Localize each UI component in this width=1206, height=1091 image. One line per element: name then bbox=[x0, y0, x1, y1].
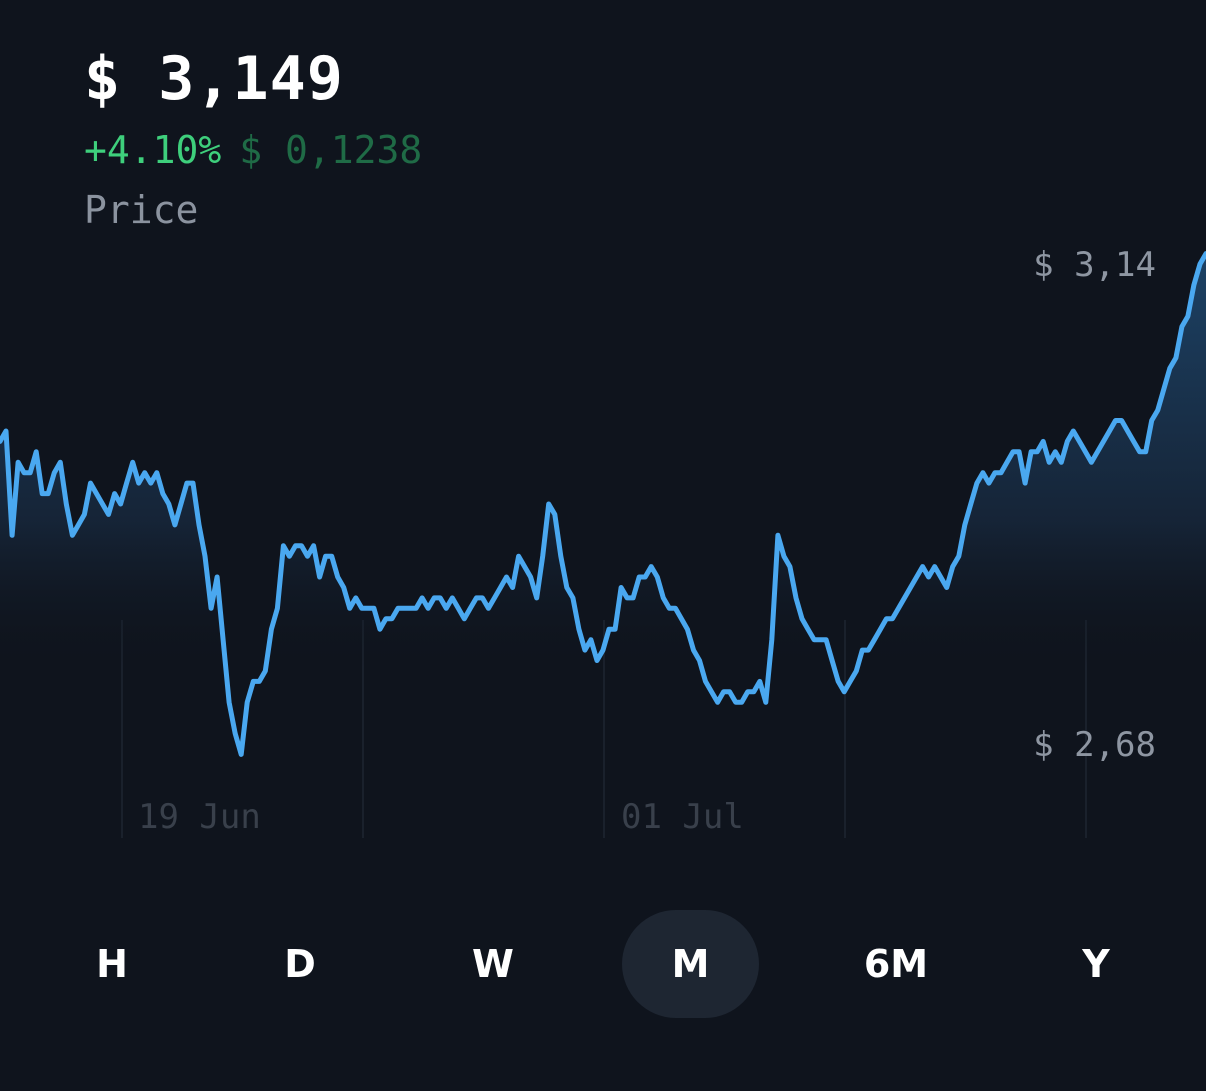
range-tab-y[interactable]: Y bbox=[1082, 942, 1110, 986]
range-tab-h[interactable]: H bbox=[96, 942, 128, 986]
change-percent: +4.10% bbox=[84, 128, 222, 172]
price-change-row: +4.10% $ 0,1238 bbox=[84, 128, 422, 172]
change-amount: $ 0,1238 bbox=[239, 128, 423, 172]
y-axis-bottom-label: $ 2,68 bbox=[1033, 725, 1156, 765]
range-tab-6m[interactable]: 6M bbox=[863, 942, 929, 986]
price-label: Price bbox=[84, 188, 199, 232]
range-tab-w[interactable]: W bbox=[472, 942, 514, 986]
price-value: $ 3,149 bbox=[84, 44, 344, 114]
x-tick-label-19-jun: 19 Jun bbox=[138, 797, 261, 837]
price-area-fill bbox=[0, 253, 1206, 850]
x-tick-label-01-jul: 01 Jul bbox=[621, 797, 744, 837]
price-line[interactable] bbox=[0, 251, 1206, 757]
y-axis-top-label: $ 3,14 bbox=[1033, 245, 1156, 285]
range-tab-m[interactable]: M bbox=[622, 910, 759, 1018]
price-chart[interactable]: $ 3,14 $ 2,68 19 Jun 01 Jul bbox=[0, 240, 1206, 850]
range-tab-d[interactable]: D bbox=[284, 942, 316, 986]
time-range-tabs: H D W M 6M Y bbox=[0, 910, 1206, 1018]
